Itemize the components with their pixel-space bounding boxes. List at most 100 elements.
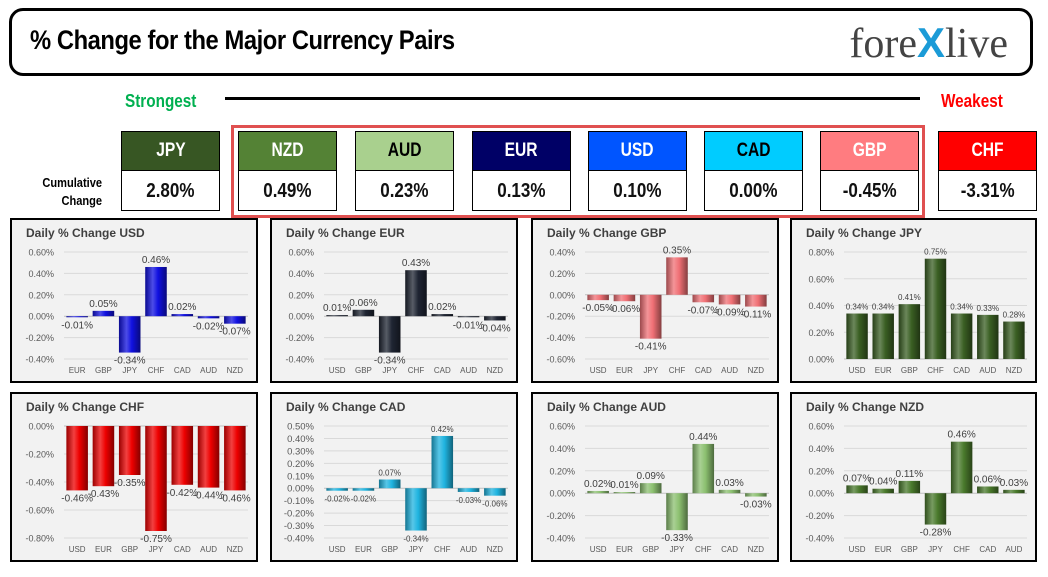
x-category-label: NZD	[748, 545, 765, 554]
x-category-label: CHF	[434, 545, 451, 554]
chart-panel-gbp: Daily % Change GBP 0.40% 0.20% 0.00% -0.20% -…	[531, 218, 779, 383]
chart-title: Daily % Change GBP	[547, 226, 667, 240]
cumulative-value-text: -3.31%	[960, 180, 1015, 202]
chart-panel-chf: Daily % Change CHF 0.00% -0.20% -0.40% -0.60…	[10, 392, 258, 562]
y-tick-label: 0.00%	[808, 355, 834, 365]
y-tick-label: 0.40%	[808, 444, 834, 454]
bar-gbp	[118, 426, 141, 475]
bar-nzd	[224, 316, 246, 324]
cumulative-change-label: Cumulative Change	[36, 174, 102, 210]
logo-x-arrow-icon: X	[917, 19, 946, 66]
x-category-label: CAD	[174, 366, 191, 375]
cumulative-value: 0.00%	[705, 171, 802, 212]
y-tick-label: 0.30%	[287, 446, 314, 457]
bar-usd	[846, 485, 868, 494]
x-category-label: NZD	[487, 366, 504, 375]
data-label: -0.02%	[324, 495, 349, 504]
x-category-label: CHF	[148, 366, 165, 375]
x-category-label: CAD	[721, 545, 738, 554]
x-category-label: USD	[849, 545, 866, 554]
y-tick-label: 0.20%	[549, 466, 575, 476]
x-category-label: CAD	[174, 545, 191, 554]
bar-eur	[92, 426, 115, 487]
bar-usd	[326, 488, 348, 491]
currency-code: GBP	[821, 132, 918, 171]
currency-code-text: EUR	[505, 140, 538, 161]
bar-aud	[718, 294, 741, 305]
y-tick-label: 0.40%	[549, 444, 575, 454]
strength-scale-line	[225, 97, 920, 100]
y-tick-label: -0.60%	[25, 506, 54, 516]
cumulative-value-text: 2.80%	[146, 180, 195, 202]
y-tick-label: 0.00%	[288, 312, 314, 322]
x-category-label: AUD	[460, 545, 477, 554]
currency-code: JPY	[122, 132, 219, 171]
data-label: 0.09%	[637, 471, 665, 482]
currency-code: NZD	[239, 132, 336, 171]
data-label: -0.03%	[740, 500, 772, 511]
cumulative-value-text: -0.45%	[842, 180, 897, 202]
logo-text-right: live	[945, 21, 1008, 67]
x-category-label: USD	[329, 366, 346, 375]
bar-nzd	[745, 294, 767, 307]
data-label: 0.07%	[843, 473, 871, 484]
bar-aud	[1003, 489, 1025, 494]
x-category-label: CHF	[408, 366, 425, 375]
chart-panel-usd: Daily % Change USD 0.60% 0.40% 0.20% 0.00% -0…	[10, 218, 258, 383]
x-category-label: EUR	[616, 366, 633, 375]
data-label: -0.42%	[166, 488, 198, 499]
currency-box-gbp: GBP -0.45%	[820, 131, 919, 211]
bar-cad	[718, 489, 741, 494]
data-label: -0.75%	[140, 534, 172, 545]
bar-nzd	[1003, 321, 1025, 359]
x-category-label: NZD	[227, 366, 244, 375]
currency-code: CAD	[705, 132, 802, 171]
y-tick-label: 0.00%	[808, 489, 834, 499]
data-label: -0.01%	[453, 320, 485, 331]
data-label: 0.34%	[846, 303, 869, 312]
x-category-label: JPY	[122, 366, 137, 375]
middle-group-highlight	[231, 125, 925, 218]
cumulative-value-text: 0.23%	[380, 180, 429, 202]
y-tick-label: 0.40%	[808, 301, 834, 311]
y-tick-label: -0.40%	[25, 478, 54, 488]
bar-gbp	[378, 479, 401, 489]
x-category-label: GBP	[901, 545, 918, 554]
bar-eur	[872, 313, 894, 359]
y-tick-label: 0.00%	[549, 290, 575, 300]
bar-usd	[66, 426, 88, 491]
bar-chf	[666, 257, 688, 295]
cumulative-value: 0.49%	[239, 171, 336, 212]
data-label: 0.42%	[431, 425, 454, 434]
x-category-label: NZD	[487, 545, 504, 554]
x-category-label: CHF	[695, 545, 712, 554]
currency-code: CHF	[939, 132, 1036, 171]
y-tick-label: -0.10%	[284, 496, 315, 507]
y-tick-label: -0.60%	[546, 355, 575, 365]
header-box: % Change for the Major Currency Pairs fo…	[9, 8, 1033, 76]
data-label: 0.03%	[1000, 478, 1028, 489]
data-label: 0.06%	[974, 474, 1002, 485]
currency-box-jpy: JPY 2.80%	[121, 131, 220, 211]
y-tick-label: 0.00%	[549, 489, 575, 499]
bar-gbp	[639, 483, 662, 494]
bar-nzd	[484, 316, 506, 321]
bar-aud	[457, 488, 480, 492]
data-label: -0.34%	[114, 356, 146, 367]
x-category-label: JPY	[149, 545, 164, 554]
currency-box-eur: EUR 0.13%	[472, 131, 571, 211]
bar-jpy	[378, 316, 401, 353]
chart-panel-aud: Daily % Change AUD 0.60% 0.40% 0.20% 0.00% -0…	[531, 392, 779, 562]
x-category-label: AUD	[460, 366, 477, 375]
data-label: 0.02%	[584, 479, 612, 490]
data-label: -0.34%	[374, 356, 406, 367]
x-category-label: JPY	[409, 545, 424, 554]
x-category-label: AUD	[1005, 545, 1022, 554]
data-label: -0.07%	[687, 305, 719, 316]
chart-title: Daily % Change JPY	[806, 226, 923, 240]
cumulative-value-text: 0.10%	[613, 180, 662, 202]
cumulative-value-text: 0.49%	[263, 180, 312, 202]
bar-cad	[977, 486, 999, 494]
chart-title: Daily % Change CAD	[286, 400, 406, 414]
x-category-label: NZD	[748, 366, 765, 375]
